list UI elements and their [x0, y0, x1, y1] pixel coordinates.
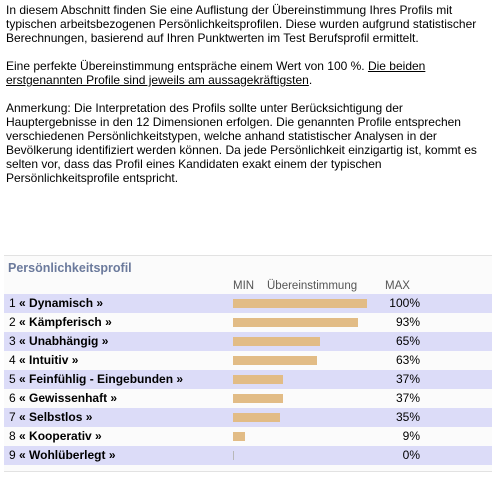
profile-title: Persönlichkeitsprofil [8, 261, 132, 275]
match-bar [233, 394, 283, 403]
profile-row: 6 « Gewissenhaft » 37% [4, 389, 492, 408]
profile-row-name: « Intuitiv » [19, 353, 79, 367]
match-bar [233, 299, 367, 308]
profile-row-name: « Kämpferisch » [19, 315, 112, 329]
match-percentage: 100% [389, 296, 420, 310]
match-percentage: 9% [402, 429, 420, 443]
column-min: MIN [233, 280, 255, 292]
match-percentage: 93% [395, 315, 420, 329]
match-percentage: 65% [395, 334, 420, 348]
profile-row-name: « Selbstlos » [19, 410, 93, 424]
match-bar-track [233, 375, 367, 384]
profile-row: 5 « Feinfühlig - Eingebunden » 37% [4, 370, 492, 389]
match-bar [233, 337, 320, 346]
profile-row-label: 2 « Kämpferisch » [9, 313, 112, 332]
match-percentage: 37% [395, 391, 420, 405]
match-percentage: 63% [395, 353, 420, 367]
profile-row-label: 6 « Gewissenhaft » [9, 389, 117, 408]
match-bar [233, 356, 317, 365]
profile-row-number: 4 [9, 353, 16, 367]
match-bar [233, 413, 280, 422]
match-bar-track [233, 337, 367, 346]
profile-row-number: 8 [9, 429, 16, 443]
profile-row: 2 « Kämpferisch » 93% [4, 313, 492, 332]
column-max: MAX [385, 280, 410, 292]
column-match: Übereinstimmung [267, 280, 358, 292]
profile-row-name: « Gewissenhaft » [19, 391, 118, 405]
profile-row: 4 « Intuitiv » 63% [4, 351, 492, 370]
match-bar-track [233, 318, 367, 327]
match-percentage: 0% [402, 448, 420, 462]
intro-paragraph-2-text: Eine perfekte Übereinstimmung entspräche… [6, 59, 368, 73]
match-bar [233, 451, 234, 460]
profile-row-name: « Unabhängig » [19, 334, 109, 348]
profile-row: 1 « Dynamisch » 100% [4, 294, 492, 313]
match-bar-track [233, 299, 367, 308]
profile-row-number: 5 [9, 372, 16, 386]
match-bar-track [233, 394, 367, 403]
intro-text: In diesem Abschnitt finden Sie eine Aufl… [6, 3, 494, 199]
profile-row-label: 1 « Dynamisch » [9, 294, 103, 313]
profile-row: 8 « Kooperativ » 9% [4, 427, 492, 446]
profile-row-label: 8 « Kooperativ » [9, 427, 102, 446]
profile-row: 9 « Wohlüberlegt » 0% [4, 446, 492, 465]
profile-row-label: 4 « Intuitiv » [9, 351, 78, 370]
profile-row-number: 2 [9, 315, 16, 329]
profile-row-number: 1 [9, 296, 16, 310]
match-bar-track [233, 451, 367, 460]
match-percentage: 35% [395, 410, 420, 424]
column-headers: MIN Übereinstimmung MAX [4, 279, 492, 294]
profile-row-number: 3 [9, 334, 16, 348]
table-bottom-border [4, 465, 492, 472]
profile-row: 3 « Unabhängig » 65% [4, 332, 492, 351]
profile-row-label: 3 « Unabhängig » [9, 332, 108, 351]
personality-profile-table: Persönlichkeitsprofil MIN Übereinstimmun… [4, 255, 492, 472]
match-bar-track [233, 356, 367, 365]
intro-paragraph-2-underlined: Die beiden erstgenannten Profile sind je… [6, 59, 426, 87]
intro-paragraph-2: Eine perfekte Übereinstimmung entspräche… [6, 59, 494, 87]
profile-rows: 1 « Dynamisch » 100% 2 « Kämpferisch » 93% 3… [4, 294, 492, 465]
intro-paragraph-1: In diesem Abschnitt finden Sie eine Aufl… [6, 3, 477, 45]
profile-row-label: 5 « Feinfühlig - Eingebunden » [9, 370, 183, 389]
match-bar [233, 375, 283, 384]
match-percentage: 37% [395, 372, 420, 386]
match-bar-track [233, 432, 367, 441]
match-bar [233, 432, 245, 441]
profile-row-number: 6 [9, 391, 16, 405]
profile-row-name: « Feinfühlig - Eingebunden » [19, 372, 184, 386]
profile-row: 7 « Selbstlos » 35% [4, 408, 492, 427]
profile-row-name: « Dynamisch » [19, 296, 104, 310]
profile-row-label: 9 « Wohlüberlegt » [9, 446, 116, 465]
profile-row-name: « Wohlüberlegt » [19, 448, 116, 462]
profile-row-name: « Kooperativ » [19, 429, 102, 443]
intro-paragraph-2-end: . [308, 73, 313, 87]
match-bar [233, 318, 358, 327]
match-bar-track [233, 413, 367, 422]
profile-row-number: 9 [9, 448, 16, 462]
profile-row-label: 7 « Selbstlos » [9, 408, 92, 427]
profile-row-number: 7 [9, 410, 16, 424]
intro-paragraph-3: Anmerkung: Die Interpretation des Profil… [6, 101, 477, 185]
